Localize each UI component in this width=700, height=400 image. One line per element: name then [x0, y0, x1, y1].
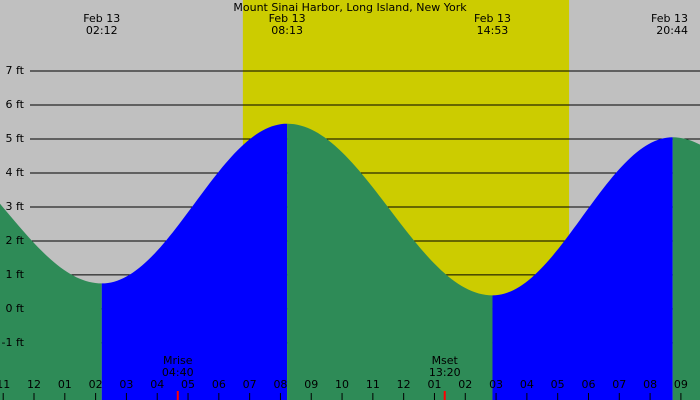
- y-tick-label: 0 ft: [6, 302, 25, 315]
- rising-tide: [101, 123, 288, 400]
- extreme-time: 08:13: [271, 24, 303, 37]
- x-tick-label: 03: [119, 378, 133, 391]
- x-tick-label: 09: [304, 378, 318, 391]
- extreme-date: Feb 13: [651, 12, 688, 25]
- y-tick-label: 4 ft: [6, 166, 25, 179]
- falling-tide: [672, 137, 700, 400]
- y-tick-label: 3 ft: [6, 200, 25, 213]
- extreme-time: 02:12: [86, 24, 118, 37]
- x-tick-label: 11: [0, 378, 10, 391]
- chart-title: Mount Sinai Harbor, Long Island, New Yor…: [233, 1, 467, 14]
- x-tick-label: 02: [458, 378, 472, 391]
- y-tick-label: 7 ft: [6, 64, 25, 77]
- x-tick-label: 11: [366, 378, 380, 391]
- x-tick-label: 01: [427, 378, 441, 391]
- x-tick-label: 04: [520, 378, 534, 391]
- moon-time: 13:20: [429, 366, 461, 379]
- y-tick-label: 1 ft: [6, 268, 25, 281]
- tide-areas: [0, 123, 700, 400]
- falling-tide: [0, 203, 102, 400]
- x-tick-label: 08: [273, 378, 287, 391]
- x-tick-label: 06: [212, 378, 226, 391]
- extreme-date: Feb 13: [269, 12, 306, 25]
- x-tick-label: 06: [581, 378, 595, 391]
- moon-time: 04:40: [162, 366, 194, 379]
- rising-tide: [492, 137, 673, 400]
- extreme-time: 20:44: [656, 24, 688, 37]
- x-tick-label: 01: [58, 378, 72, 391]
- falling-tide: [287, 123, 493, 400]
- y-tick-label: 2 ft: [6, 234, 25, 247]
- x-tick-label: 04: [150, 378, 164, 391]
- extreme-date: Feb 13: [83, 12, 120, 25]
- y-tick-label: -1 ft: [2, 336, 25, 349]
- y-tick-label: 6 ft: [6, 98, 25, 111]
- x-tick-label: 12: [397, 378, 411, 391]
- x-tick-label: 12: [27, 378, 41, 391]
- extreme-time: 14:53: [477, 24, 509, 37]
- x-tick-label: 05: [181, 378, 195, 391]
- moon-label: Mset: [432, 354, 459, 367]
- y-tick-label: 5 ft: [6, 132, 25, 145]
- x-tick-label: 05: [551, 378, 565, 391]
- moon-label: Mrise: [163, 354, 193, 367]
- x-tick-label: 09: [674, 378, 688, 391]
- x-tick-label: 07: [612, 378, 626, 391]
- x-tick-label: 10: [335, 378, 349, 391]
- x-tick-label: 08: [643, 378, 657, 391]
- x-tick-label: 02: [89, 378, 103, 391]
- x-tick-label: 07: [243, 378, 257, 391]
- x-tick-label: 03: [489, 378, 503, 391]
- extreme-date: Feb 13: [474, 12, 511, 25]
